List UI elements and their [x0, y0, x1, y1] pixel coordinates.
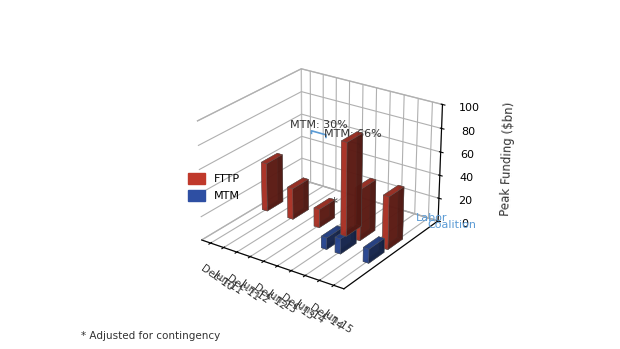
Text: * Adjusted for contingency: * Adjusted for contingency	[81, 331, 220, 341]
Legend: FTTP, MTM: FTTP, MTM	[184, 168, 244, 206]
